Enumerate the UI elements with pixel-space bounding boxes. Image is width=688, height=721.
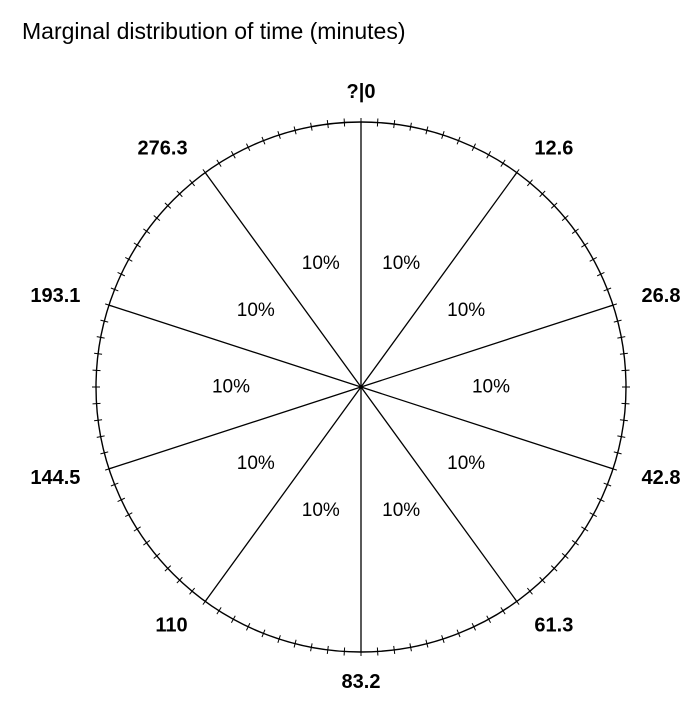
slice-percent-label: 10% xyxy=(237,453,275,474)
slice-boundary-line xyxy=(360,304,614,388)
pie-outline xyxy=(95,121,627,653)
slice-boundary-line xyxy=(108,304,362,388)
boundary-value-label: 144.5 xyxy=(30,467,80,489)
slice-percent-label: 10% xyxy=(212,377,250,398)
slice-boundary-line xyxy=(204,386,362,602)
boundary-value-label: 12.6 xyxy=(534,137,573,159)
boundary-value-label: ?|0 xyxy=(347,81,376,103)
slice-percent-label: 10% xyxy=(472,377,510,398)
slice-percent-label: 10% xyxy=(237,300,275,321)
boundary-value-label: 26.8 xyxy=(642,285,681,307)
slice-percent-label: 10% xyxy=(382,500,420,521)
boundary-value-label: 276.3 xyxy=(138,137,188,159)
slice-boundaries xyxy=(108,122,614,652)
slice-percent-label: 10% xyxy=(447,300,485,321)
slice-boundary-line xyxy=(108,386,362,470)
slice-boundary-line xyxy=(360,172,518,388)
pie-outline-circle xyxy=(95,121,627,653)
slice-percent-label: 10% xyxy=(382,253,420,274)
boundary-value-label: 110 xyxy=(155,615,187,637)
boundary-value-label: 193.1 xyxy=(30,285,80,307)
slice-percent-label: 10% xyxy=(302,500,340,521)
slice-percent-labels: 10% 10% 10% 10% 10% 10% 10% 10% 10% 10% xyxy=(212,253,510,521)
chart-title: Marginal distribution of time (minutes) xyxy=(22,18,406,44)
slice-boundary-line xyxy=(360,386,614,470)
slice-boundary-line xyxy=(360,386,518,602)
boundary-value-label: 83.2 xyxy=(342,671,381,693)
boundary-value-label: 42.8 xyxy=(642,467,681,489)
boundary-value-label: 61.3 xyxy=(534,615,573,637)
boundary-value-labels: ?|0 12.6 26.8 42.8 61.3 83.2 110 144.5 193.1 276.… xyxy=(30,81,680,693)
slice-boundary-line xyxy=(204,172,362,388)
slice-percent-label: 10% xyxy=(447,453,485,474)
slice-percent-label: 10% xyxy=(302,253,340,274)
